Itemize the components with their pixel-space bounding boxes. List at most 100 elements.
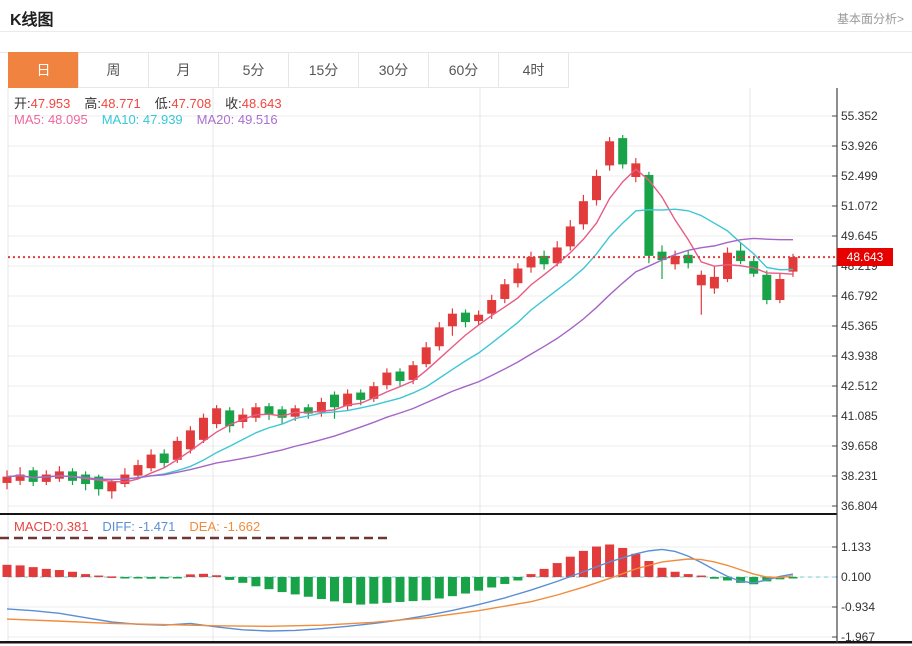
- macd-bar: [434, 577, 444, 599]
- macd-bar: [461, 577, 470, 594]
- period-tab-5[interactable]: 30分: [358, 52, 429, 88]
- macd-bar: [408, 577, 418, 602]
- ma20-line: [6, 237, 794, 481]
- candle-body: [395, 371, 405, 381]
- period-tab-4[interactable]: 15分: [288, 52, 359, 88]
- macd-bar: [185, 574, 195, 577]
- period-tab-6[interactable]: 60分: [428, 52, 499, 88]
- ohlc-item: 收:48.643: [225, 96, 282, 111]
- macd-bar: [605, 544, 615, 577]
- candle-body: [172, 440, 182, 460]
- macd-bar: [723, 577, 732, 581]
- candle-body: [526, 256, 536, 268]
- y-axis-label: 52.499: [841, 169, 878, 183]
- macd-bar: [474, 577, 484, 591]
- y-axis-label: 0.100: [841, 570, 871, 584]
- ma-readout: MA5: 48.095 MA10: 47.939 MA20: 49.516: [14, 112, 292, 127]
- candle-body: [238, 414, 248, 422]
- macd-bar: [552, 563, 562, 577]
- candle-body: [94, 476, 104, 490]
- candle-body: [199, 417, 208, 440]
- macd-bar: [670, 571, 680, 577]
- macd-bar: [2, 564, 12, 577]
- period-tab-2[interactable]: 月: [148, 52, 219, 88]
- macd-bar: [15, 565, 25, 577]
- macd-bar: [395, 577, 405, 602]
- macd-item: DIFF: -1.471: [102, 519, 176, 534]
- y-axis-label: -1.967: [841, 630, 875, 644]
- y-axis-label: 41.085: [841, 409, 878, 423]
- macd-readout: MACD:0.381 DIFF: -1.471 DEA: -1.662: [14, 519, 274, 534]
- macd-bar: [709, 577, 719, 579]
- candle-body: [709, 276, 719, 289]
- macd-bar: [225, 577, 235, 580]
- y-axis-label: 38.231: [841, 469, 878, 483]
- macd-bar: [749, 577, 759, 585]
- candle-body: [736, 250, 746, 262]
- macd-bar: [94, 575, 104, 578]
- ohlc-item: 开:47.953: [14, 96, 71, 111]
- macd-bar: [644, 561, 654, 577]
- macd-item: DEA: -1.662: [189, 519, 261, 534]
- candle-body: [461, 312, 470, 323]
- candle-body: [421, 347, 431, 365]
- candle-body: [762, 274, 772, 301]
- macd-bar: [539, 568, 549, 577]
- macd-bar: [683, 574, 693, 577]
- candle-body: [565, 226, 575, 247]
- candle-body: [303, 407, 313, 414]
- dea-line: [6, 558, 794, 628]
- ohlc-item: 低:47.708: [154, 96, 212, 111]
- macd-bar: [618, 547, 628, 577]
- macd-bar: [172, 577, 182, 579]
- candle-body: [775, 278, 785, 301]
- candle-body: [212, 408, 222, 425]
- candle-body: [356, 392, 366, 400]
- ma-item: MA10: 47.939: [101, 112, 183, 127]
- candle-body: [592, 175, 601, 201]
- ohlc-readout: 开:47.953 高:48.771 低:47.708 收:48.643: [14, 93, 296, 112]
- period-tab-7[interactable]: 4时: [498, 52, 569, 88]
- macd-bar: [762, 577, 772, 582]
- candle-body: [133, 465, 143, 476]
- y-axis-label: 49.645: [841, 229, 878, 243]
- macd-bar: [369, 577, 379, 604]
- candle-body: [670, 255, 680, 265]
- y-axis-label: 51.072: [841, 199, 878, 213]
- macd-bar: [277, 577, 287, 593]
- macd-bar: [264, 577, 274, 590]
- macd-bar: [565, 556, 575, 577]
- y-axis-label: -0.934: [841, 600, 875, 614]
- candle-body: [723, 252, 732, 279]
- candle-body: [264, 406, 274, 415]
- period-tab-0[interactable]: 日: [8, 52, 79, 88]
- candle-body: [330, 394, 339, 408]
- candle-body: [696, 274, 706, 286]
- period-tab-1[interactable]: 周: [78, 52, 149, 88]
- candle-body: [369, 386, 379, 399]
- macd-bar: [487, 577, 497, 588]
- y-axis-label: 45.365: [841, 319, 878, 333]
- macd-bar: [303, 577, 313, 597]
- candle-body: [146, 454, 156, 469]
- candle-body: [618, 138, 628, 165]
- candle-body: [513, 268, 523, 284]
- macd-bar: [28, 567, 38, 577]
- page-header: K线图 基本面分析>: [0, 0, 912, 32]
- candle-body: [54, 471, 64, 479]
- macd-bar: [159, 577, 169, 579]
- ma-item: MA5: 48.095: [14, 112, 88, 127]
- fundamental-analysis-link[interactable]: 基本面分析>: [836, 12, 904, 26]
- y-axis-label: 43.938: [841, 349, 878, 363]
- ohlc-item: 高:48.771: [84, 96, 141, 111]
- candle-body: [434, 327, 444, 347]
- period-tab-3[interactable]: 5分: [218, 52, 289, 88]
- macd-bar: [526, 574, 536, 577]
- chart-bottom-border: [0, 641, 912, 644]
- candle-body: [539, 255, 549, 265]
- candle-body: [15, 474, 25, 481]
- macd-bar: [54, 570, 64, 577]
- candle-body: [2, 476, 12, 483]
